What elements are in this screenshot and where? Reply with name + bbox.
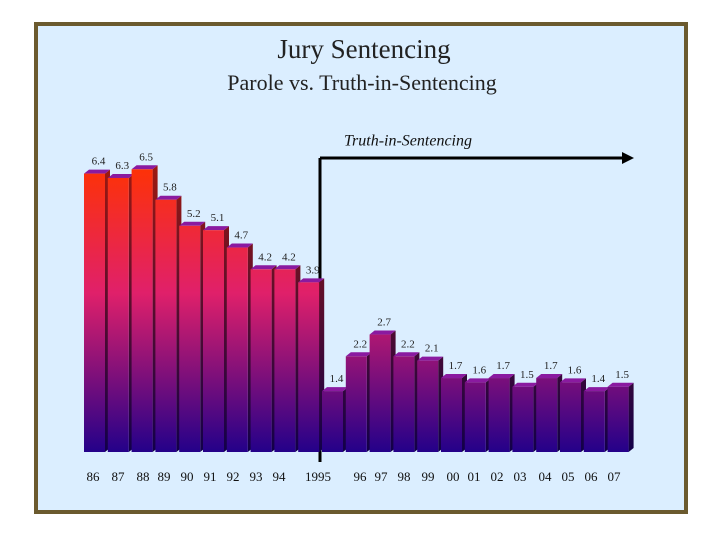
x-tick-label: 96 xyxy=(354,469,368,484)
x-tick-label: 90 xyxy=(181,469,194,484)
x-tick-label: 93 xyxy=(250,469,263,484)
x-tick-label: 03 xyxy=(514,469,527,484)
value-label: 1.6 xyxy=(568,364,582,376)
bar xyxy=(560,382,581,452)
bar xyxy=(536,378,558,452)
bar-top xyxy=(322,387,348,392)
value-label: 1.4 xyxy=(330,373,344,385)
bar-top xyxy=(155,195,182,200)
value-label: 6.5 xyxy=(139,151,153,163)
x-tick-label: 99 xyxy=(422,469,435,484)
bar-top xyxy=(512,382,539,387)
bar-top xyxy=(464,378,491,383)
value-label: 3.9 xyxy=(306,264,320,276)
bar xyxy=(345,356,367,452)
value-label: 4.2 xyxy=(282,251,296,263)
bar-top xyxy=(369,330,396,335)
bar xyxy=(155,199,177,452)
x-tick-label: 89 xyxy=(158,469,171,484)
bar-top xyxy=(607,382,634,387)
x-tick-label: 92 xyxy=(227,469,240,484)
bar xyxy=(298,282,320,452)
bar-top xyxy=(393,352,420,357)
value-label: 1.5 xyxy=(615,369,629,381)
bar-top xyxy=(84,169,110,174)
bar xyxy=(131,169,153,452)
bars xyxy=(84,165,634,452)
chart-title: Jury Sentencing xyxy=(277,34,450,64)
x-tick-label: 88 xyxy=(137,469,150,484)
bar xyxy=(488,378,510,452)
value-label: 5.8 xyxy=(163,182,177,194)
bar xyxy=(583,391,605,452)
arrow-head xyxy=(622,152,634,164)
value-label: 5.1 xyxy=(211,212,225,224)
x-tick-label: 97 xyxy=(375,469,389,484)
value-label: 4.7 xyxy=(234,230,248,242)
value-label: 2.2 xyxy=(401,338,415,350)
bar-top xyxy=(536,374,563,379)
bar xyxy=(84,173,105,452)
x-tick-label: 00 xyxy=(447,469,460,484)
x-tick-label: 07 xyxy=(608,469,622,484)
bar-top xyxy=(274,265,301,270)
bar-side xyxy=(628,382,634,452)
x-tick-label: 01 xyxy=(468,469,481,484)
value-label: 2.7 xyxy=(377,317,391,329)
bar-top xyxy=(417,356,444,361)
bar-top xyxy=(441,374,467,379)
bar xyxy=(441,378,462,452)
x-tick-label: 1995 xyxy=(305,469,331,484)
bar-top xyxy=(298,278,325,283)
bar-top xyxy=(345,352,372,357)
x-tick-label: 02 xyxy=(491,469,504,484)
value-label: 5.2 xyxy=(187,208,201,220)
x-tick-label: 87 xyxy=(112,469,126,484)
bar-top xyxy=(226,243,253,248)
bar-top xyxy=(131,165,158,170)
bar-top xyxy=(488,374,515,379)
x-tick-label: 94 xyxy=(273,469,287,484)
value-label: 6.4 xyxy=(92,156,106,168)
bar xyxy=(322,391,343,452)
bar xyxy=(417,360,439,452)
bar-top xyxy=(583,387,610,392)
x-tick-label: 98 xyxy=(398,469,411,484)
value-label: 2.1 xyxy=(425,343,439,355)
value-label: 1.7 xyxy=(544,360,558,372)
bar xyxy=(203,230,224,452)
bar-top xyxy=(179,221,206,226)
x-tick-label: 06 xyxy=(585,469,599,484)
bar-top xyxy=(560,378,586,383)
bar xyxy=(512,386,534,452)
bar xyxy=(107,177,129,452)
bar xyxy=(274,269,296,452)
value-label: 1.7 xyxy=(449,360,463,372)
x-tick-label: 91 xyxy=(204,469,217,484)
x-tick-label: 86 xyxy=(87,469,101,484)
bar xyxy=(464,382,486,452)
value-label: 1.4 xyxy=(591,373,605,385)
bar xyxy=(226,247,248,452)
bar-top xyxy=(107,173,134,178)
bar xyxy=(393,356,415,452)
value-label: 2.2 xyxy=(353,338,367,350)
x-tick-label: 05 xyxy=(562,469,575,484)
bar xyxy=(179,225,201,452)
value-label: 6.3 xyxy=(115,160,129,172)
bar xyxy=(369,334,391,452)
bar xyxy=(250,269,272,452)
value-label: 1.6 xyxy=(472,364,486,376)
chart-subtitle: Parole vs. Truth-in-Sentencing xyxy=(227,70,497,95)
x-tick-label: 04 xyxy=(539,469,553,484)
bar-top xyxy=(203,226,229,231)
bar-top xyxy=(250,265,277,270)
bar xyxy=(607,386,629,452)
value-label: 4.2 xyxy=(258,251,272,263)
annotation: Truth-in-Sentencing xyxy=(344,133,472,150)
value-label: 1.7 xyxy=(496,360,510,372)
value-label: 1.5 xyxy=(520,369,534,381)
